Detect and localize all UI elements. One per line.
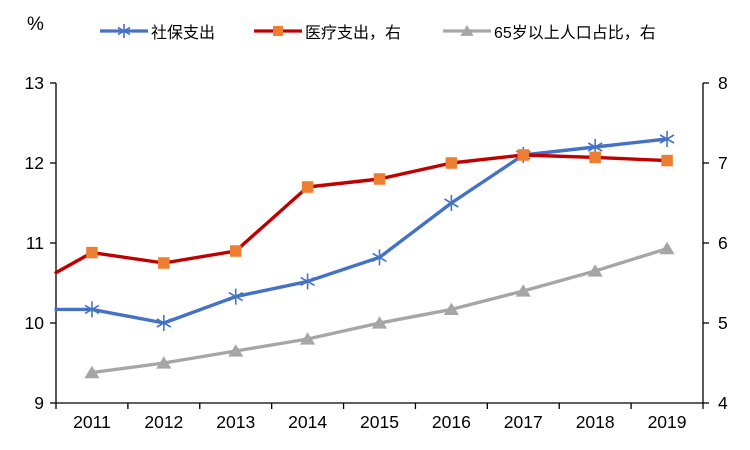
asterisk-marker [228, 291, 244, 302]
legend-item-population-65plus[interactable]: 65岁以上人口占比，右 [443, 20, 656, 42]
x-axis-year-label: 2013 [216, 412, 255, 432]
asterisk-marker [659, 134, 675, 144]
line-square-swatch-icon [254, 25, 302, 37]
triangle-marker [371, 316, 388, 329]
legend-item-social-security[interactable]: 社保支出 [100, 20, 215, 42]
x-axis-year-label: 2017 [504, 412, 543, 432]
x-axis-year-label: 2016 [432, 412, 471, 432]
right-axis-tick-label: 6 [718, 233, 728, 253]
triangle-marker [300, 332, 316, 345]
series-医疗支出，右 [54, 149, 673, 275]
x-axis-year-label: 2014 [288, 412, 327, 432]
x-axis-year-label: 2011 [73, 412, 111, 432]
triangle-marker [460, 25, 474, 36]
series-65岁以上人口占比，右 [84, 241, 675, 379]
asterisk-marker [372, 252, 387, 263]
square-marker [517, 149, 530, 161]
triangle-marker [659, 241, 675, 255]
x-axis-year-label: 2019 [648, 412, 687, 432]
asterisk-marker [444, 198, 459, 208]
legend-item-medical-spending[interactable]: 医疗支出，右 [254, 20, 401, 42]
asterisk-marker [300, 276, 315, 287]
asterisk-marker [84, 304, 100, 315]
legend-label-social-security: 社保支出 [151, 25, 216, 42]
triangle-marker [228, 344, 244, 357]
line-triangle-swatch-icon [443, 25, 491, 36]
right-axis-tick-label: 8 [718, 73, 728, 93]
square-marker [272, 25, 284, 37]
asterisk-marker [587, 142, 603, 152]
line-asterisk-swatch-icon [100, 24, 148, 38]
legend-label-population-65plus: 65岁以上人口占比，右 [494, 25, 656, 42]
asterisk-marker [156, 318, 172, 328]
square-marker [86, 246, 98, 259]
left-axis-tick-label: 13 [25, 73, 44, 93]
left-axis-tick-label: 11 [26, 233, 44, 253]
square-marker [301, 181, 314, 193]
left-axis-unit-label: % [27, 14, 44, 35]
square-marker [373, 173, 386, 185]
square-marker [158, 257, 170, 269]
left-axis-tick-label: 9 [34, 393, 44, 413]
triangle-marker [515, 284, 531, 297]
chart-legend: 社保支出 医疗支出，右 65岁以上人口占比，右 [0, 0, 750, 52]
x-axis-year-label: 2015 [360, 412, 399, 432]
x-axis-year-label: 2018 [576, 412, 615, 432]
square-marker [661, 154, 673, 167]
triangle-marker [587, 264, 603, 277]
square-marker [589, 151, 601, 164]
left-axis-tick-label: 12 [25, 153, 44, 173]
square-marker [229, 245, 242, 257]
asterisk-marker [117, 26, 131, 36]
right-axis-tick-label: 5 [718, 313, 728, 333]
right-axis-tick-label: 4 [718, 393, 728, 413]
x-axis-year-label: 2012 [144, 412, 183, 432]
series-社保支出 [54, 131, 675, 331]
right-axis-tick-label: 7 [718, 153, 728, 173]
triangle-marker [443, 302, 459, 315]
legend-label-medical-spending: 医疗支出，右 [305, 25, 402, 42]
square-marker [445, 157, 458, 169]
axes [50, 82, 709, 409]
left-axis-tick-label: 10 [25, 313, 45, 333]
triangle-marker [156, 356, 172, 369]
triangle-marker [84, 365, 100, 379]
